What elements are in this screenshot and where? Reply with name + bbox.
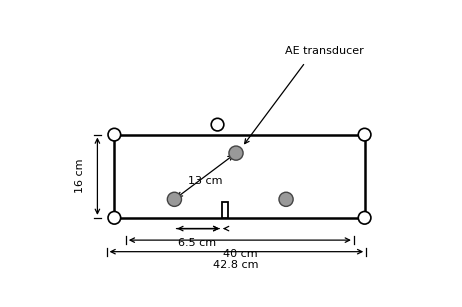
Circle shape: [108, 128, 121, 141]
Text: 42.8 cm: 42.8 cm: [213, 260, 259, 270]
Circle shape: [211, 118, 224, 131]
Text: 40 cm: 40 cm: [223, 249, 257, 258]
Circle shape: [359, 128, 371, 141]
Circle shape: [279, 192, 293, 206]
Circle shape: [167, 192, 182, 206]
Bar: [114, 135, 365, 218]
Text: 16 cm: 16 cm: [75, 159, 85, 193]
Text: 13 cm: 13 cm: [188, 176, 223, 186]
Bar: [222, 202, 228, 218]
Circle shape: [359, 212, 371, 224]
Text: AE transducer: AE transducer: [285, 46, 364, 56]
Circle shape: [108, 212, 121, 224]
Text: 6.5 cm: 6.5 cm: [178, 238, 217, 248]
Circle shape: [229, 146, 243, 160]
